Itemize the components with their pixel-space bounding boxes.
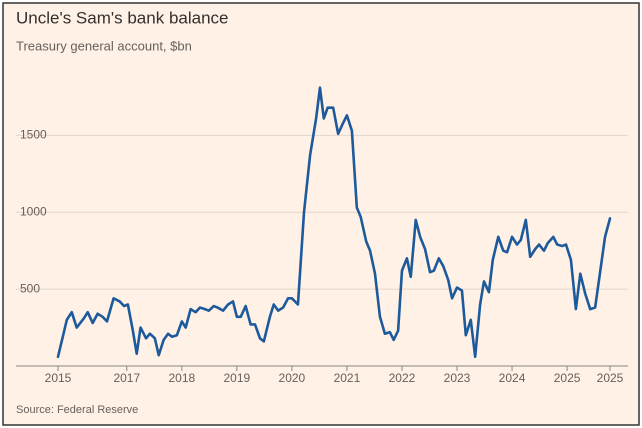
x-tick-label: 2025	[597, 371, 624, 385]
y-tick-label: 500	[20, 281, 40, 295]
x-tick-label: 2023	[444, 371, 471, 385]
x-tick-label: 2019	[224, 371, 251, 385]
chart-subtitle: Treasury general account, $bn	[16, 38, 192, 53]
y-tick-label: 1000	[20, 204, 47, 218]
x-tick-label: 2017	[113, 371, 140, 385]
x-tick-label: 2018	[168, 371, 195, 385]
chart-title: Uncle's Sam's bank balance	[16, 8, 229, 27]
x-tick-label: 2021	[334, 371, 361, 385]
x-tick-label: 2022	[389, 371, 416, 385]
y-tick-label: 1500	[20, 128, 47, 142]
x-tick-label: 2024	[499, 371, 526, 385]
x-tick-label: 2020	[279, 371, 306, 385]
source-note: Source: Federal Reserve	[16, 404, 138, 416]
data-line	[56, 86, 612, 359]
x-tick-label: 2025	[554, 371, 581, 385]
x-tick-label: 2015	[45, 371, 72, 385]
